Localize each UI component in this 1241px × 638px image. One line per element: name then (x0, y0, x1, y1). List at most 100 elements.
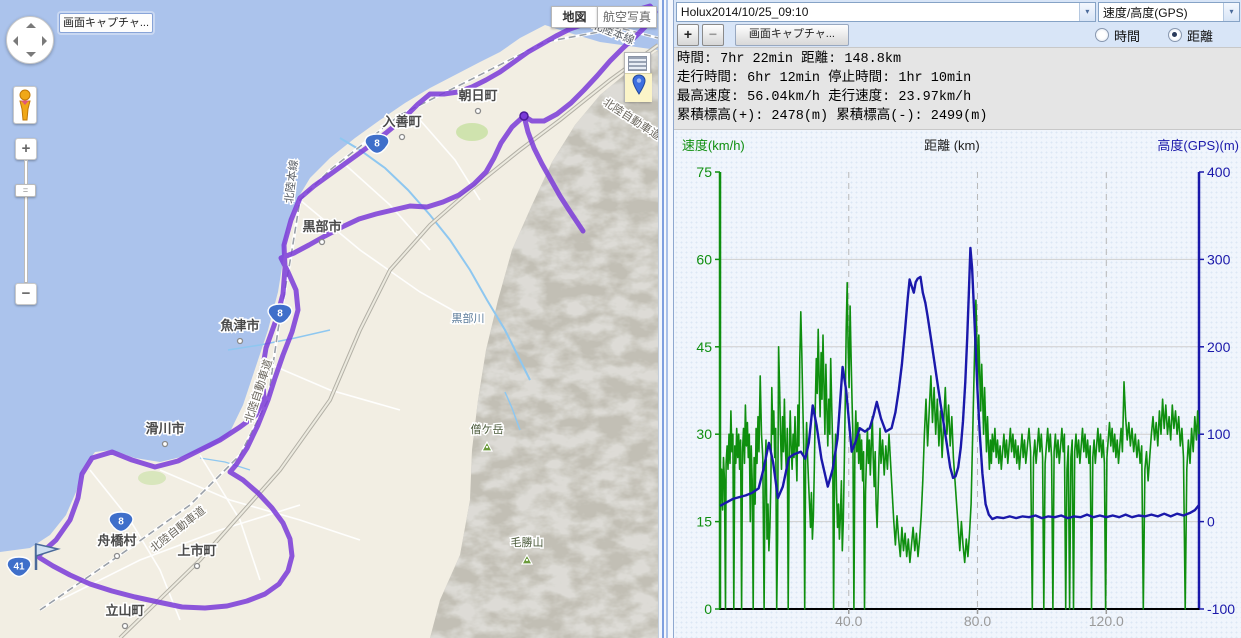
altitude-tick-label: 100 (1207, 426, 1231, 442)
altitude-tick-label: 200 (1207, 339, 1231, 355)
map-capture-button[interactable]: 画面キャプチャ... (59, 13, 153, 33)
map-zoom-out-button[interactable]: − (15, 283, 37, 305)
series-speed (719, 281, 1200, 610)
pane-splitter[interactable] (657, 0, 674, 638)
route-shield: 8 (108, 511, 134, 533)
distance-axis-title: 距離 (km) (924, 138, 980, 153)
distance-tick-label: 120.0 (1089, 613, 1124, 629)
map-zoom-slider-handle[interactable]: = (15, 184, 36, 197)
map-woods (456, 123, 488, 141)
mountain-peak-icon (480, 440, 494, 452)
pan-control[interactable] (6, 16, 54, 64)
speed-tick-label: 0 (704, 601, 712, 617)
map-pin-tile[interactable] (625, 73, 652, 102)
map-zoom-in-button[interactable]: + (15, 138, 37, 160)
stat-line-elevation: 累積標高(+): 2478(m) 累積標高(-): 2499(m) (676, 109, 988, 124)
dataset-select[interactable]: Holux2014/10/25_09:10 ▾ (675, 2, 1096, 22)
radio-time[interactable]: 時間 (1094, 26, 1140, 45)
map-label-mountain: 毛勝山 (511, 535, 544, 549)
map-type-button[interactable]: 地図 (551, 6, 597, 28)
map-label-mountain: 僧ケ岳 (471, 423, 504, 436)
flag-cloth (35, 543, 61, 558)
town-dot (113, 552, 121, 560)
chart-canvas[interactable]: 0 15 30 45 60 75 -100 0 100 200 300 400 40.0 80.0 120.… (674, 154, 1241, 638)
route-shield-shape (6, 556, 32, 578)
map-label-town: 舟橋村 (97, 533, 136, 548)
map-label-town: 入善町 (382, 114, 421, 129)
pan-left-icon[interactable] (13, 36, 18, 46)
toolbar-row: + − 画面キャプチャ... 時間 距離 (673, 23, 1241, 47)
gps-route-spur[interactable] (521, 113, 586, 234)
graph-zoom-out-button[interactable]: − (701, 24, 724, 46)
panel-capture-button[interactable]: 画面キャプチャ... (734, 24, 849, 46)
graph-zoom-in-button[interactable]: + (676, 24, 699, 46)
speed-tick-label: 15 (696, 514, 712, 530)
route-shield-number: 8 (118, 517, 124, 528)
town-dot (161, 440, 169, 448)
speed-tick-label: 30 (696, 426, 712, 442)
map-mountains (430, 50, 658, 638)
route-shield-shape (108, 511, 134, 533)
pan-up-icon[interactable] (26, 23, 36, 28)
mountain-dot (485, 445, 489, 449)
distance-tick-label: 40.0 (835, 613, 862, 629)
stat-line-moving-stopped: 走行時間: 6hr 12min 停止時間: 1hr 10min (676, 71, 972, 86)
route-shield-shape (364, 133, 390, 155)
altitude-tick-label: -100 (1207, 601, 1235, 617)
map-sea (0, 0, 658, 552)
map-zoom-slider-track[interactable] (24, 160, 28, 283)
map-label-river: 黒部川 (452, 311, 485, 325)
town-dot (236, 337, 244, 345)
combo-row: Holux2014/10/25_09:10 ▾ 速度/高度(GPS) ▾ (673, 0, 1241, 23)
route-shield: 8 (267, 303, 293, 325)
radio-distance[interactable]: 距離 (1167, 26, 1213, 45)
map-pane[interactable]: 朝日町 入善町 黒部市 魚津市 滑川市 舟橋村 上市町 立山町 僧ケ岳 毛勝山 黒部川 北陸自動車道北… (0, 0, 658, 638)
altitude-tick-label: 0 (1207, 514, 1215, 530)
map-legend-panel[interactable] (624, 52, 652, 102)
route-shield-number: 8 (374, 139, 380, 150)
mountain-dot (525, 558, 529, 562)
speed-altitude-chart[interactable]: 速度(km/h) 距離 (km) 高度(GPS)(m) 0 15 30 45 60 75 -… (673, 130, 1241, 638)
legend-icon[interactable] (628, 56, 647, 71)
speed-tick-label: 60 (696, 251, 712, 267)
map-label-town: 滑川市 (145, 421, 184, 436)
speed-tick-label: 45 (696, 339, 712, 355)
chevron-down-icon[interactable]: ▾ (1078, 3, 1095, 21)
speed-axis-title: 速度(km/h) (681, 138, 745, 153)
altitude-axis-title: 高度(GPS)(m) (1157, 138, 1239, 153)
pegman-icon (19, 89, 31, 121)
pan-right-icon[interactable] (42, 36, 47, 46)
radio-distance-circle-icon[interactable] (1167, 28, 1182, 42)
satellite-button[interactable]: 航空写真 (597, 6, 657, 28)
radio-time-circle-icon[interactable] (1094, 28, 1109, 42)
x-axis-mode-radios: 時間 距離 (1094, 26, 1237, 45)
map-label-town: 黒部市 (302, 219, 341, 234)
route-shield-number: 41 (13, 562, 25, 573)
route-shield-shape (267, 303, 293, 325)
town-dot (121, 622, 129, 630)
graph-mode-select[interactable]: 速度/高度(GPS) ▾ (1097, 2, 1240, 22)
pan-down-icon[interactable] (26, 52, 36, 57)
street-view-pegman[interactable] (13, 86, 37, 124)
chevron-down-icon[interactable]: ▾ (1223, 3, 1239, 21)
map-minor-roads (59, 119, 481, 621)
track-analysis-panel: Holux2014/10/25_09:10 ▾ 速度/高度(GPS) ▾ + −… (673, 0, 1241, 638)
mountain-peak-icon (520, 553, 534, 565)
map-label-town: 立山町 (105, 603, 144, 618)
map-label-town: 朝日町 (458, 88, 497, 103)
radio-time-label: 時間 (1113, 28, 1140, 44)
distance-tick-label: 80.0 (964, 613, 991, 629)
altitude-tick-label: 300 (1207, 251, 1231, 267)
map-canvas[interactable]: 朝日町入善町黒部市魚津市滑川市舟橋村上市町立山町僧ケ岳毛勝山黒部川北陸自動車道北… (0, 0, 658, 638)
map-label-town: 上市町 (177, 543, 216, 558)
town-dot (318, 238, 326, 246)
route-shield: 41 (6, 556, 32, 578)
town-dot (398, 133, 406, 141)
radio-distance-label: 距離 (1186, 28, 1213, 44)
gps-route-path[interactable] (35, 3, 658, 611)
turn-point-marker[interactable] (519, 111, 529, 121)
map-pin-icon (631, 74, 646, 95)
start-flag-marker[interactable] (34, 543, 61, 570)
stat-line-speeds: 最高速度: 56.04km/h 走行速度: 23.97km/h (676, 90, 972, 105)
